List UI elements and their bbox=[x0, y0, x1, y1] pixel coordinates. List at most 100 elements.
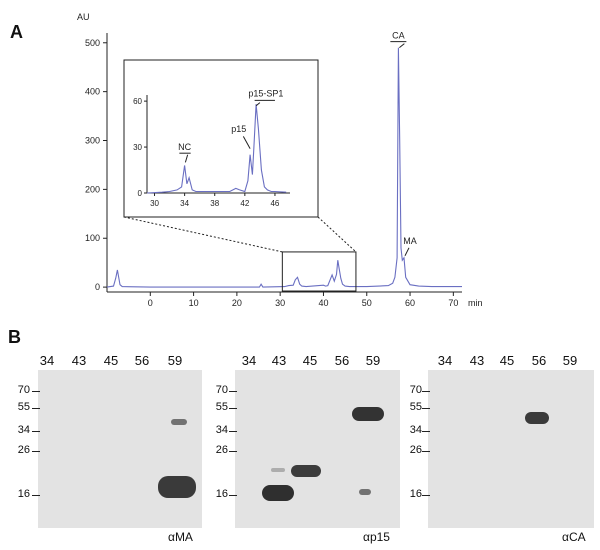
antibody-label: αp15 bbox=[363, 530, 390, 544]
y-tick-label: 0 bbox=[95, 282, 100, 292]
lane-label: 45 bbox=[302, 353, 318, 368]
mw-tick bbox=[422, 391, 430, 392]
peak-arrow bbox=[255, 102, 261, 107]
blot-band bbox=[359, 489, 371, 495]
blot-band bbox=[262, 485, 294, 501]
chromatogram-chart: 0 10 20 30 40 50 60 70 0 100 200 300 400 500 AU min CA MA… bbox=[77, 12, 483, 308]
y-tick-label: 400 bbox=[85, 87, 100, 97]
blot-ca: 34 43 45 56 59 70 55 34 26 16 αCA bbox=[392, 350, 600, 550]
peak-label-p15: p15 bbox=[231, 124, 246, 134]
lane-label: 34 bbox=[241, 353, 257, 368]
blot-membrane bbox=[428, 370, 594, 528]
mw-label: 70 bbox=[215, 384, 228, 396]
lane-label: 56 bbox=[531, 353, 547, 368]
mw-label: 26 bbox=[215, 444, 228, 456]
lane-label: 59 bbox=[562, 353, 578, 368]
mw-tick bbox=[229, 408, 237, 409]
chromatogram-trace bbox=[106, 47, 462, 288]
lane-label: 34 bbox=[437, 353, 453, 368]
antibody-label: αMA bbox=[168, 530, 193, 544]
mw-label: 16 bbox=[215, 488, 228, 500]
y-tick-label: 200 bbox=[85, 184, 100, 194]
lane-label: 43 bbox=[469, 353, 485, 368]
x-tick-label: 50 bbox=[362, 298, 372, 308]
mw-tick bbox=[32, 495, 40, 496]
blot-ma: 34 43 45 56 59 70 55 34 26 16 αMA bbox=[0, 350, 210, 550]
mw-tick bbox=[422, 431, 430, 432]
blot-membrane bbox=[235, 370, 400, 528]
mw-tick bbox=[422, 451, 430, 452]
blot-membrane bbox=[38, 370, 202, 528]
mw-tick bbox=[229, 495, 237, 496]
mw-label: 70 bbox=[17, 384, 30, 396]
peak-arrow bbox=[242, 136, 251, 149]
lane-label: 45 bbox=[499, 353, 515, 368]
mw-tick bbox=[422, 495, 430, 496]
mw-label: 55 bbox=[17, 401, 30, 413]
mw-tick bbox=[229, 391, 237, 392]
mw-tick bbox=[32, 408, 40, 409]
inset-y-tick-label: 30 bbox=[133, 143, 142, 152]
peak-arrow bbox=[404, 247, 410, 257]
lane-label: 45 bbox=[103, 353, 119, 368]
peak-label-ma: MA bbox=[403, 236, 417, 246]
y-tick-label: 500 bbox=[85, 38, 100, 48]
lane-label: 34 bbox=[39, 353, 55, 368]
lane-label: 43 bbox=[271, 353, 287, 368]
lane-label: 59 bbox=[167, 353, 183, 368]
x-tick-label: 70 bbox=[448, 298, 458, 308]
mw-tick bbox=[422, 408, 430, 409]
inset-trace bbox=[146, 104, 287, 194]
inset-x-tick-label: 42 bbox=[240, 199, 249, 208]
inset-x-tick-label: 34 bbox=[180, 199, 189, 208]
panel-a-letter: A bbox=[10, 22, 23, 42]
x-tick-label: 10 bbox=[189, 298, 199, 308]
inset-y-tick-label: 0 bbox=[138, 189, 143, 198]
mw-label: 34 bbox=[409, 424, 422, 436]
inset-frame bbox=[123, 59, 319, 218]
peak-arrow bbox=[399, 43, 405, 49]
x-unit-label: min bbox=[468, 298, 483, 308]
blot-band bbox=[158, 476, 196, 498]
lane-label: 56 bbox=[334, 353, 350, 368]
x-tick-label: 60 bbox=[405, 298, 415, 308]
blot-p15: 34 43 45 56 59 70 55 34 26 16 αp15 bbox=[198, 350, 408, 550]
peak-label-ca: CA bbox=[392, 31, 405, 41]
x-tick-label: 30 bbox=[275, 298, 285, 308]
lane-label: 59 bbox=[365, 353, 381, 368]
mw-tick bbox=[32, 451, 40, 452]
inset-x-tick-label: 30 bbox=[150, 199, 159, 208]
blot-band bbox=[525, 412, 549, 424]
mw-label: 34 bbox=[17, 424, 30, 436]
mw-tick bbox=[32, 431, 40, 432]
zoom-connector bbox=[123, 216, 283, 253]
peak-label-p15-sp1: p15-SP1 bbox=[248, 89, 283, 99]
blot-band bbox=[291, 465, 321, 477]
zoom-connector bbox=[317, 216, 357, 253]
y-tick-label: 100 bbox=[85, 233, 100, 243]
mw-tick bbox=[229, 431, 237, 432]
x-tick-label: 40 bbox=[318, 298, 328, 308]
mw-label: 34 bbox=[215, 424, 228, 436]
mw-tick bbox=[229, 451, 237, 452]
blot-band bbox=[271, 468, 285, 472]
y-tick-label: 300 bbox=[85, 136, 100, 146]
inset-x-tick-label: 46 bbox=[270, 199, 279, 208]
mw-label: 26 bbox=[409, 444, 422, 456]
peak-arrow bbox=[184, 154, 189, 163]
x-tick-label: 20 bbox=[232, 298, 242, 308]
mw-label: 26 bbox=[17, 444, 30, 456]
mw-label: 16 bbox=[17, 488, 30, 500]
mw-tick bbox=[32, 391, 40, 392]
blot-band bbox=[171, 419, 187, 425]
lane-label: 56 bbox=[134, 353, 150, 368]
mw-label: 55 bbox=[215, 401, 228, 413]
lane-label: 43 bbox=[71, 353, 87, 368]
inset-x-tick-label: 38 bbox=[210, 199, 219, 208]
y-unit-label: AU bbox=[77, 12, 90, 22]
mw-label: 55 bbox=[409, 401, 422, 413]
blot-band bbox=[352, 407, 384, 421]
mw-label: 70 bbox=[409, 384, 422, 396]
inset-y-tick-label: 60 bbox=[133, 97, 142, 106]
